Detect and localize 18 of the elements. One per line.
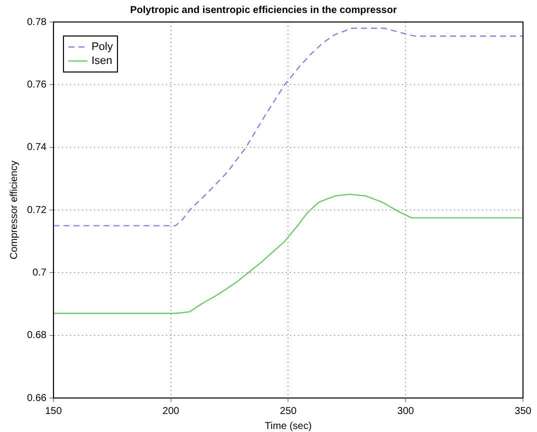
x-tick-label: 200 — [162, 406, 180, 417]
legend-label: Poly — [91, 41, 114, 54]
x-axis-title: Time (sec) — [264, 420, 312, 432]
x-tick-label: 150 — [45, 406, 62, 417]
y-axis-title: Compressor efficiency — [8, 160, 20, 260]
y-tick-label: 0.68 — [26, 330, 47, 342]
chart-title: Polytropic and isentropic efficiencies in the compressor — [130, 4, 397, 16]
y-tick-label: 0.72 — [26, 204, 47, 216]
y-tick-label: 0.66 — [26, 392, 47, 404]
x-tick-label: 350 — [514, 406, 532, 417]
legend-label: Isen — [91, 55, 112, 68]
y-tick-label: 0.7 — [32, 267, 47, 278]
y-tick-label: 0.76 — [26, 79, 47, 90]
y-tick-label: 0.74 — [26, 142, 47, 154]
x-tick-label: 300 — [397, 406, 414, 417]
x-tick-label: 250 — [280, 406, 298, 417]
line-series — [53, 28, 523, 226]
y-tick-label: 0.78 — [26, 16, 47, 28]
